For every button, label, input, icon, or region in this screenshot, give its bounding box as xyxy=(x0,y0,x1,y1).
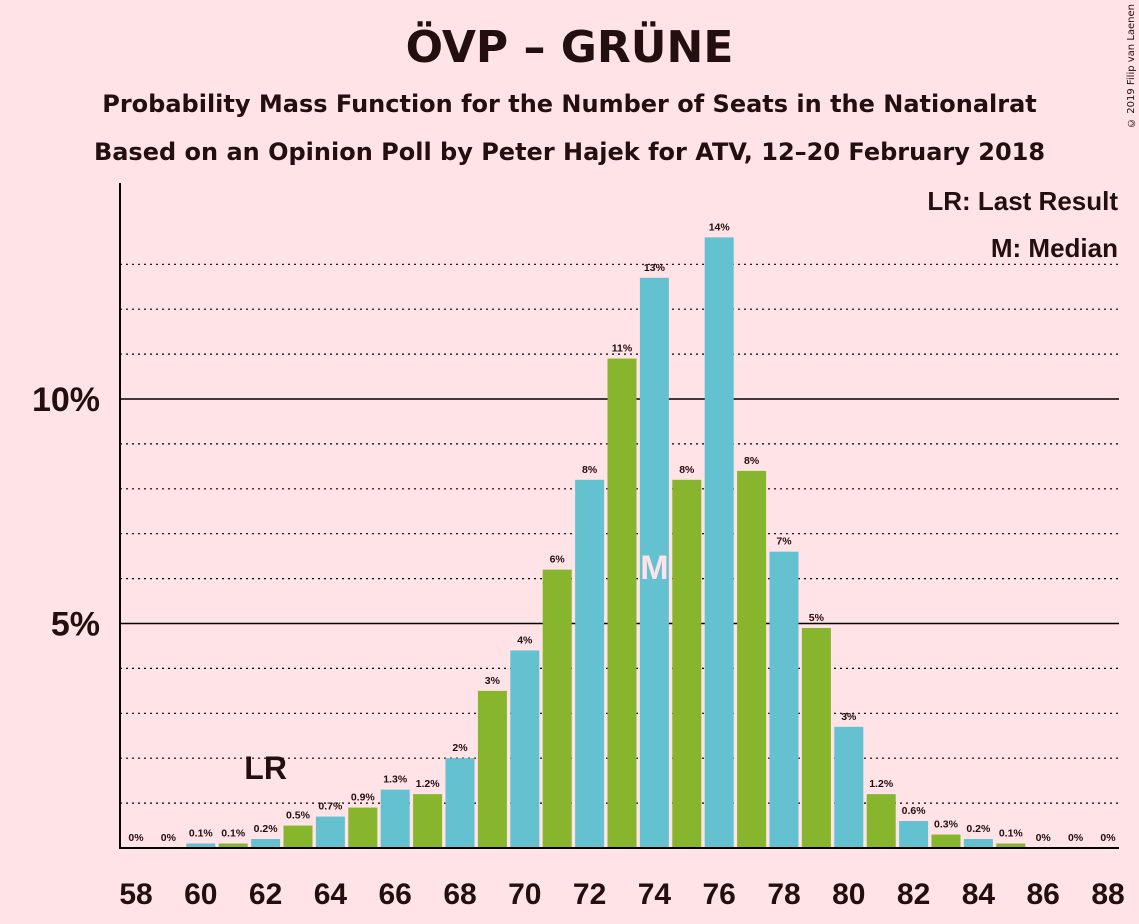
chart-title: ÖVP – GRÜNE xyxy=(405,22,734,73)
x-tick-label: 74 xyxy=(638,878,672,911)
bar-value-label: 0% xyxy=(161,832,177,844)
bar-value-label: 1.2% xyxy=(416,778,441,790)
x-tick-label: 76 xyxy=(703,878,736,911)
bar-seat-79 xyxy=(801,627,831,848)
x-tick-label: 82 xyxy=(897,878,930,911)
bar-seat-85 xyxy=(996,843,1026,848)
bar-value-label: 7% xyxy=(776,536,792,548)
x-tick-label: 64 xyxy=(314,878,348,911)
bar-seat-76 xyxy=(704,237,734,849)
bar-value-label: 0.5% xyxy=(286,810,311,822)
bar-value-label: 0.1% xyxy=(221,828,246,840)
bar-seat-80 xyxy=(834,726,864,848)
bar-value-label: 14% xyxy=(709,221,731,233)
bar-seat-61 xyxy=(218,843,248,848)
bar-value-label: 3% xyxy=(485,675,501,687)
chart-subtitle-2: Based on an Opinion Poll by Peter Hajek … xyxy=(93,138,1046,166)
chart-subtitle-1: Probability Mass Function for the Number… xyxy=(102,90,1037,118)
x-tick-label: 88 xyxy=(1091,878,1124,911)
y-tick-label: 5% xyxy=(51,606,100,644)
bar-seat-70 xyxy=(510,650,540,848)
bar-seat-67 xyxy=(413,794,443,848)
last-result-marker: LR xyxy=(244,750,287,786)
bar-seat-83 xyxy=(931,834,961,848)
bar-value-label: 0.3% xyxy=(934,819,959,831)
bar-value-label: 4% xyxy=(517,634,533,646)
bar-value-label: 8% xyxy=(679,464,695,476)
bar-value-label: 3% xyxy=(841,711,857,723)
bar-seat-74 xyxy=(639,277,669,848)
bar-value-label: 0.1% xyxy=(189,828,214,840)
bar-seat-69 xyxy=(477,690,507,848)
bar-value-label: 0.9% xyxy=(351,792,376,804)
x-tick-label: 78 xyxy=(767,878,800,911)
bar-seat-84 xyxy=(963,839,993,848)
x-tick-label: 72 xyxy=(573,878,606,911)
legend-last-result: LR: Last Result xyxy=(927,186,1118,216)
bar-value-label: 2% xyxy=(452,742,468,754)
bar-seat-82 xyxy=(899,821,929,848)
bar-value-label: 5% xyxy=(809,612,825,624)
bar-seat-68 xyxy=(445,758,475,848)
x-tick-label: 86 xyxy=(1027,878,1060,911)
bar-seat-60 xyxy=(186,843,216,848)
bar-value-label: 1.2% xyxy=(869,778,894,790)
bar-seat-62 xyxy=(251,839,281,848)
bar-seat-77 xyxy=(737,470,767,848)
bar-value-label: 8% xyxy=(744,455,760,467)
x-tick-label: 66 xyxy=(379,878,412,911)
bar-value-label: 0% xyxy=(128,832,144,844)
y-tick-label: 10% xyxy=(32,381,100,419)
bar-seat-64 xyxy=(315,816,345,848)
bar-seat-63 xyxy=(283,825,313,848)
bar-value-label: 1.3% xyxy=(383,774,408,786)
bar-value-label: 0.6% xyxy=(902,805,927,817)
x-tick-label: 62 xyxy=(249,878,282,911)
legend-median: M: Median xyxy=(991,233,1118,263)
bar-seat-81 xyxy=(866,794,896,848)
bar-value-label: 0.7% xyxy=(318,801,343,813)
median-marker: M xyxy=(640,549,668,587)
bar-seat-72 xyxy=(575,479,605,848)
bar-value-label: 8% xyxy=(582,464,598,476)
bar-value-label: 6% xyxy=(550,554,566,566)
x-tick-label: 58 xyxy=(119,878,152,911)
bar-value-label: 11% xyxy=(612,343,633,355)
bar-value-label: 0.1% xyxy=(999,828,1024,840)
bar-value-label: 0% xyxy=(1036,832,1052,844)
bar-seat-73 xyxy=(607,358,637,848)
x-tick-label: 70 xyxy=(508,878,541,911)
x-tick-label: 84 xyxy=(962,878,996,911)
bar-value-label: 0% xyxy=(1100,832,1116,844)
bar-value-label: 0% xyxy=(1068,832,1084,844)
bar-seat-71 xyxy=(542,569,572,848)
x-tick-label: 60 xyxy=(184,878,217,911)
bar-value-label: 0.2% xyxy=(254,823,279,835)
bar-value-label: 0.2% xyxy=(966,823,991,835)
bar-seat-78 xyxy=(769,551,799,848)
x-tick-label: 80 xyxy=(832,878,865,911)
bar-seat-65 xyxy=(348,807,378,848)
x-tick-label: 68 xyxy=(443,878,476,911)
bar-seat-75 xyxy=(672,479,702,848)
bar-seat-66 xyxy=(380,789,410,848)
bar-value-label: 13% xyxy=(644,262,666,274)
